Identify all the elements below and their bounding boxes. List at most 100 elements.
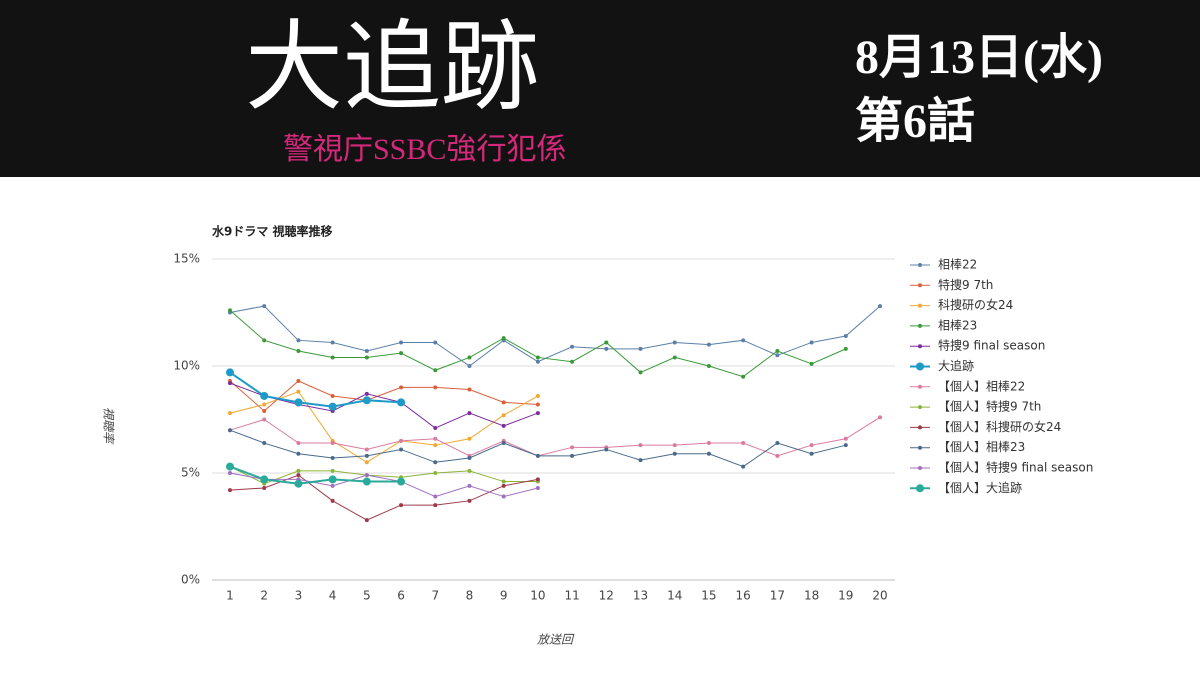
x-tick-label: 5	[363, 589, 371, 603]
data-point	[262, 417, 267, 422]
data-point	[741, 374, 746, 379]
data-point	[467, 355, 472, 360]
data-point	[260, 475, 269, 484]
legend-dot	[918, 263, 922, 267]
data-point	[330, 340, 335, 345]
data-point	[570, 445, 575, 450]
data-point	[328, 402, 337, 411]
data-point	[399, 447, 404, 452]
legend-label: 【個人】相棒22	[938, 379, 1025, 393]
data-point	[260, 391, 269, 400]
data-point	[775, 349, 780, 354]
data-point	[706, 364, 711, 368]
data-point	[228, 428, 232, 433]
data-point	[672, 340, 677, 345]
data-point	[467, 498, 472, 503]
data-point	[809, 443, 814, 448]
data-point	[228, 381, 232, 386]
data-point	[262, 441, 267, 446]
legend-label: 相棒23	[938, 318, 977, 332]
data-point	[399, 340, 404, 345]
data-point	[364, 355, 369, 360]
y-tick-label: 5%	[181, 466, 200, 480]
data-point	[296, 468, 301, 473]
x-tick-label: 7	[431, 589, 439, 603]
show-title: 大追跡	[245, 14, 539, 122]
legend-label: 【個人】相棒23	[938, 440, 1025, 454]
data-point	[296, 349, 301, 354]
data-point	[296, 441, 301, 446]
data-point	[328, 475, 337, 484]
data-point	[878, 304, 882, 309]
x-axis-label: 放送回	[537, 633, 575, 647]
x-tick-label: 9	[500, 589, 508, 603]
data-point	[433, 340, 438, 345]
data-point	[570, 344, 575, 349]
data-point	[535, 393, 540, 398]
data-point	[330, 355, 335, 360]
data-point	[570, 453, 575, 458]
data-point	[809, 451, 814, 456]
legend-dot	[916, 362, 924, 371]
data-point	[397, 477, 406, 486]
data-point	[226, 368, 234, 377]
x-tick-label: 18	[804, 589, 819, 603]
data-point	[294, 398, 303, 407]
data-point	[467, 483, 472, 488]
data-point	[706, 342, 711, 347]
legend-label: 【個人】特捜9 final season	[938, 460, 1093, 475]
data-point	[364, 460, 369, 465]
data-point	[604, 340, 609, 345]
data-point	[741, 441, 746, 446]
legend-label: 科捜研の女24	[938, 297, 1013, 312]
data-point	[364, 473, 369, 478]
data-point	[741, 464, 746, 469]
data-point	[501, 483, 506, 488]
series-line	[229, 429, 846, 468]
data-point	[433, 494, 438, 499]
series-line	[229, 416, 881, 457]
x-tick-label: 3	[295, 589, 303, 603]
legend-label: 特捜9 final season	[938, 338, 1045, 353]
data-point	[330, 483, 335, 488]
x-tick-label: 2	[260, 589, 268, 603]
data-point	[535, 453, 540, 458]
legend-label: 大追跡	[938, 358, 974, 373]
data-point	[364, 447, 369, 452]
data-point	[433, 368, 438, 373]
data-point	[228, 308, 232, 313]
data-point	[843, 436, 848, 441]
data-point	[809, 340, 814, 345]
x-tick-label: 6	[397, 589, 405, 603]
data-point	[638, 458, 643, 463]
data-point	[226, 462, 234, 471]
series-line	[229, 465, 402, 485]
data-point	[501, 494, 506, 499]
data-point	[330, 456, 335, 461]
legend-label: 【個人】大追跡	[938, 480, 1022, 495]
data-point	[467, 468, 472, 473]
data-point	[501, 336, 506, 341]
data-point	[362, 396, 371, 405]
data-point	[467, 411, 472, 416]
data-point	[228, 411, 232, 416]
data-point	[809, 361, 814, 366]
data-point	[843, 443, 848, 448]
y-tick-label: 10%	[173, 359, 200, 373]
header-band	[0, 0, 1200, 177]
data-point	[638, 346, 643, 351]
y-tick-label: 15%	[173, 252, 200, 266]
data-point	[878, 415, 882, 420]
data-point	[672, 443, 677, 448]
series-line	[229, 466, 538, 485]
x-tick-label: 13	[633, 589, 648, 603]
data-point	[364, 391, 369, 396]
data-point	[330, 441, 335, 446]
data-point	[672, 355, 677, 360]
legend-label: 【個人】科捜研の女24	[938, 419, 1061, 434]
data-point	[228, 471, 232, 475]
x-tick-label: 17	[770, 589, 785, 603]
data-point	[638, 370, 643, 375]
data-point	[364, 453, 369, 458]
data-point	[501, 413, 506, 418]
